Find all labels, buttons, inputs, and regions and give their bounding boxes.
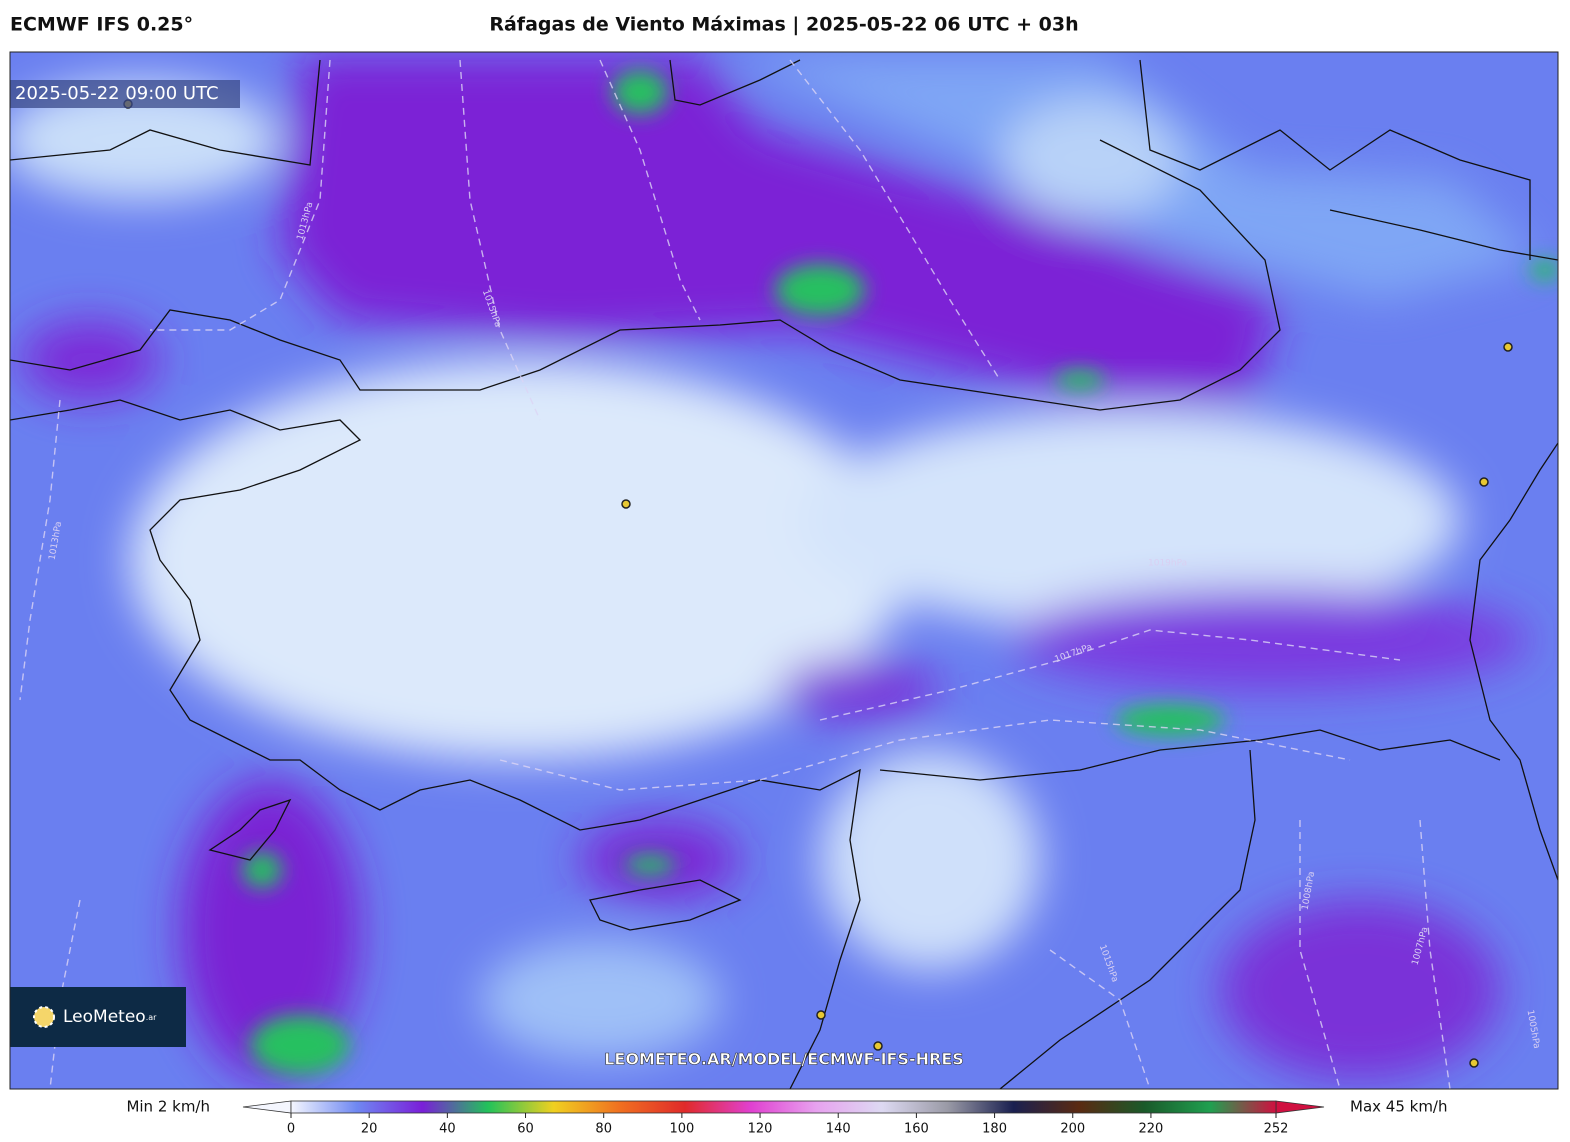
isobar-label: 1019hPa bbox=[1148, 559, 1187, 569]
colorbar-max: Max 45 km/h bbox=[1350, 1098, 1448, 1116]
colorbar-tick-label: 60 bbox=[517, 1122, 534, 1137]
colorbar-tick-label: 160 bbox=[904, 1122, 929, 1137]
colorbar-tick-label: 80 bbox=[595, 1122, 612, 1137]
map-title: Ráfagas de Viento Máximas | 2025-05-22 0… bbox=[489, 14, 1078, 36]
colorbar-tick-label: 120 bbox=[748, 1122, 773, 1137]
colorbar: Min 2 km/h Max 45 km/h 0 20 40 60 80 100 120 14… bbox=[126, 1098, 1447, 1137]
colorbar-tick-label: 20 bbox=[361, 1122, 378, 1137]
model-name: ECMWF IFS 0.25° bbox=[10, 14, 193, 36]
colorbar-extend-max bbox=[1275, 1100, 1325, 1114]
colorbar-tick-label: 100 bbox=[669, 1122, 694, 1137]
logo: LeoMeteo.ar bbox=[63, 1007, 157, 1027]
colorbar-tick-label: 220 bbox=[1139, 1122, 1164, 1137]
colorbar-tick-label: 40 bbox=[439, 1122, 456, 1137]
timestamp: 2025-05-22 09:00 UTC bbox=[15, 83, 219, 104]
colorbar-tick-label: 140 bbox=[826, 1122, 851, 1137]
colorbar-tick-label: 252 bbox=[1264, 1122, 1289, 1137]
colorbar-min: Min 2 km/h bbox=[126, 1098, 210, 1116]
colorbar-tick-label: 180 bbox=[982, 1122, 1007, 1137]
map: 1013hPa 1015hPa 1013hPa 1019hPa 1017hPa … bbox=[10, 52, 1558, 1089]
coastlines bbox=[10, 59, 1558, 1089]
watermark: LEOMETEO.AR/MODEL/ECMWF-IFS-HRES bbox=[604, 1050, 964, 1069]
colorbar-tick-label: 200 bbox=[1060, 1122, 1085, 1137]
colorbar-tick-label: 0 bbox=[287, 1122, 295, 1137]
colorbar-extend-min bbox=[242, 1100, 292, 1114]
colorbar-scale bbox=[290, 1100, 1277, 1114]
